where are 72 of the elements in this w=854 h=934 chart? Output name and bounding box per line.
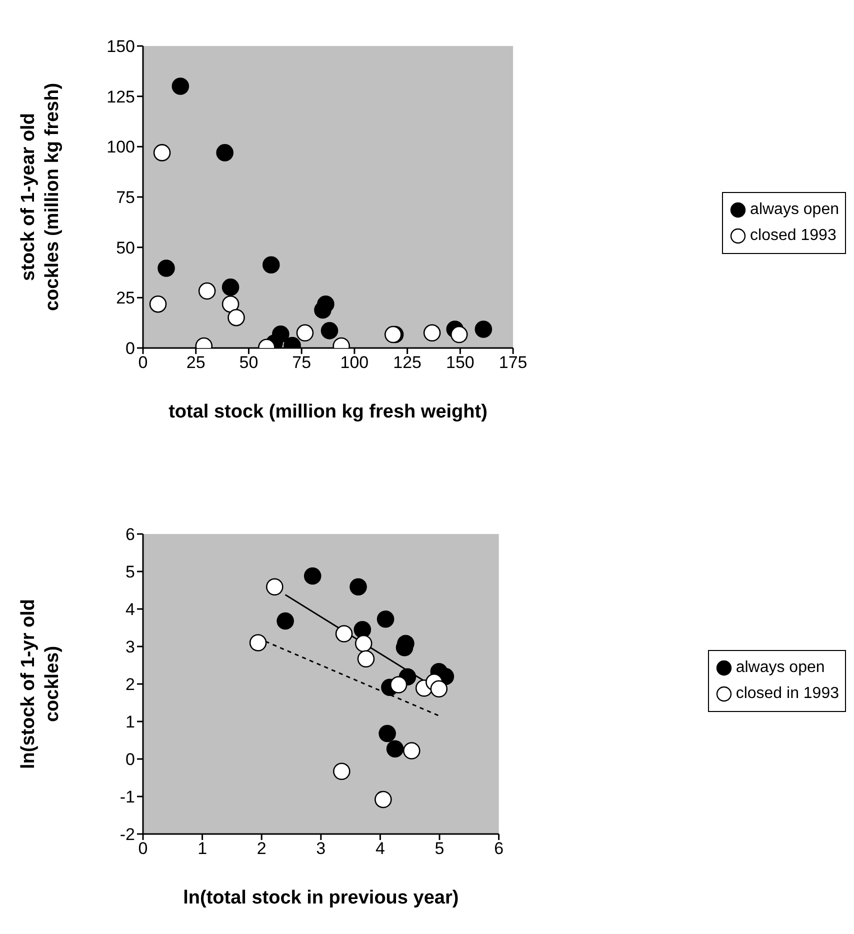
point [320, 322, 338, 340]
y-tick-label: 25 [116, 288, 135, 308]
point [222, 295, 240, 313]
point [350, 578, 367, 596]
point [354, 620, 372, 638]
point [402, 742, 420, 760]
x-tick-label: 150 [446, 353, 474, 372]
point [335, 625, 353, 642]
y-tick-label: 6 [126, 525, 135, 544]
x-axis-title: ln(total stock in previous year) [183, 887, 459, 908]
y-tick-label: 5 [126, 562, 135, 582]
point [262, 256, 280, 274]
point [357, 650, 375, 668]
point [354, 634, 372, 652]
y-axis-title: stock of 1-year old cockles (million kg fresh) [18, 82, 63, 312]
point [386, 740, 404, 758]
x-tick-label: 2 [256, 839, 266, 858]
point [216, 144, 234, 162]
point [390, 676, 408, 694]
x-tick-label: 100 [340, 353, 369, 372]
legend-label: closed in 1993 [736, 685, 839, 703]
point [423, 324, 441, 342]
x-tick-label: 3 [316, 839, 326, 858]
y-tick-label: 1 [126, 712, 135, 732]
x-tick-label: 4 [375, 839, 385, 858]
y-tick-label: -2 [120, 825, 135, 844]
point [450, 326, 468, 344]
y-tick-label: 3 [126, 638, 135, 657]
x-tick-label: 0 [138, 353, 148, 372]
y-tick-label: 0 [126, 750, 135, 770]
legend-label: always open [750, 201, 839, 219]
x-tick-label: 125 [393, 353, 422, 372]
point [374, 790, 392, 808]
y-axis-title: ln(stock of 1-yr old cockles) [18, 599, 63, 769]
point [153, 144, 171, 162]
point [304, 567, 322, 585]
point [276, 612, 294, 630]
x-tick-label: 75 [292, 353, 312, 372]
point [158, 260, 175, 277]
point [198, 282, 216, 300]
y-tick-label: 0 [126, 339, 135, 358]
y-tick-label: 125 [106, 87, 135, 106]
point [222, 278, 240, 296]
y-tick-label: 2 [126, 675, 135, 694]
point [376, 610, 394, 628]
point [474, 320, 492, 338]
y-tick-label: 4 [126, 600, 135, 620]
y-tick-label: 150 [106, 37, 135, 56]
x-axis-title: total stock (million kg fresh weight) [168, 401, 488, 422]
y-tick-label: 50 [116, 238, 135, 258]
point [314, 301, 332, 319]
x-tick-label: 5 [434, 839, 444, 858]
point [228, 308, 245, 326]
point [430, 680, 448, 698]
y-tick-label: 100 [106, 138, 135, 157]
x-tick-label: 6 [494, 839, 504, 858]
point [333, 762, 350, 780]
legend-label: always open [736, 659, 825, 677]
x-tick-label: 50 [239, 353, 258, 372]
point [149, 295, 167, 313]
x-tick-label: 1 [198, 839, 208, 858]
point [378, 724, 396, 742]
point [172, 78, 190, 95]
y-tick-label: 75 [116, 188, 135, 208]
y-tick-label: -1 [120, 788, 135, 807]
x-tick-label: 25 [186, 353, 206, 372]
legend-label: closed 1993 [750, 227, 836, 245]
point [266, 578, 284, 596]
x-tick-label: 0 [138, 839, 148, 858]
x-tick-label: 175 [498, 353, 528, 372]
point [249, 634, 267, 652]
point [296, 324, 314, 342]
